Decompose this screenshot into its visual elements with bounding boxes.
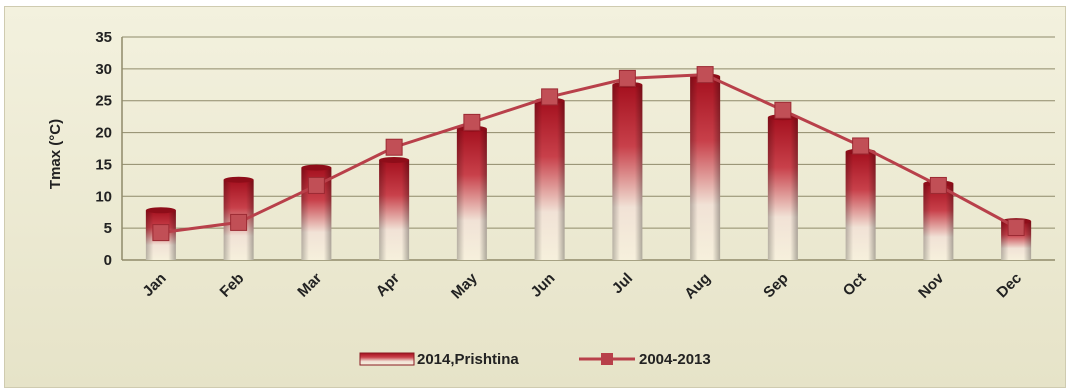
- x-tick-label: Jun: [528, 270, 559, 301]
- x-tick-label: Nov: [915, 269, 948, 302]
- bar-shade: [690, 76, 721, 260]
- y-axis-title: Tmax (°C): [47, 119, 64, 189]
- bar-shade: [845, 151, 876, 260]
- x-tick-labels: Jan Feb Mar Apr May Jun Jul Aug Sep Oct Nov Dec: [139, 269, 1025, 302]
- x-tick-label: Oct: [840, 270, 870, 300]
- bar-shade: [379, 159, 410, 260]
- chart-svg: 0 5 10 15 20 25 30 35 Jan Feb Mar Apr May Jun Jul Aug S…: [47, 29, 1055, 368]
- chart-frame: 0 5 10 15 20 25 30 35 Jan Feb Mar Apr May Jun Jul Aug S…: [4, 6, 1066, 388]
- x-tick-label: May: [448, 269, 481, 302]
- line-series: [152, 66, 1025, 242]
- bar-top: [301, 164, 332, 171]
- x-tick-label: Dec: [993, 270, 1024, 301]
- legend-label-bar: 2014,Prishtina: [417, 351, 519, 368]
- x-tick-label: Sep: [760, 270, 791, 301]
- line-point-jun: [541, 88, 559, 106]
- line-point-apr: [385, 138, 403, 156]
- x-tick-label: Mar: [294, 270, 325, 301]
- line-point-mar: [307, 176, 325, 194]
- y-tick-label: 20: [95, 125, 112, 142]
- legend-swatch-marker: [601, 353, 613, 365]
- line-point-aug: [696, 66, 714, 84]
- bar-sep: [767, 114, 798, 260]
- y-tick-label: 15: [95, 156, 112, 173]
- y-tick-label: 0: [104, 252, 112, 269]
- line-point-may: [463, 113, 481, 131]
- bar-shade: [612, 84, 643, 261]
- line-point-jan: [152, 224, 170, 242]
- x-tick-label: Jan: [139, 270, 169, 300]
- y-tick-label: 25: [95, 93, 112, 110]
- legend-item-bar: 2014,Prishtina: [359, 351, 519, 368]
- bar-may: [456, 125, 487, 260]
- bar-series: [145, 73, 1032, 261]
- y-tick-label: 35: [95, 29, 112, 46]
- y-tick-labels: 0 5 10 15 20 25 30 35: [95, 29, 112, 269]
- bar-aug: [690, 73, 721, 260]
- bar-mar: [301, 164, 332, 260]
- bar-shade: [767, 117, 798, 260]
- legend-label-line: 2004-2013: [639, 351, 711, 368]
- bar-jul: [612, 81, 643, 261]
- line-point-jul: [618, 69, 636, 87]
- line-point-nov: [929, 176, 947, 194]
- x-tick-label: Jul: [609, 270, 636, 297]
- line-point-sep: [774, 101, 792, 119]
- line-point-oct: [852, 137, 870, 155]
- bar-shade: [534, 100, 565, 260]
- line-point-feb: [230, 213, 248, 231]
- y-tick-label: 30: [95, 61, 112, 78]
- legend-item-line: 2004-2013: [579, 351, 711, 368]
- line-path: [160, 73, 1017, 235]
- bar-top: [379, 156, 410, 163]
- bar-top: [145, 207, 176, 214]
- legend-swatch-bar: [359, 352, 415, 366]
- y-tick-label: 5: [104, 220, 112, 237]
- x-tick-label: Apr: [373, 270, 403, 300]
- x-tick-label: Feb: [217, 270, 248, 301]
- bar-jun: [534, 97, 565, 260]
- line-point-dec: [1007, 219, 1025, 237]
- bar-oct: [845, 148, 876, 260]
- x-tick-label: Aug: [681, 270, 714, 303]
- bar-top: [223, 176, 254, 183]
- y-tick-label: 10: [95, 188, 112, 205]
- grid-layer: [121, 36, 1055, 261]
- bar-apr: [379, 156, 410, 260]
- bar-shade: [923, 183, 954, 260]
- legend: 2014,Prishtina 2004-2013: [359, 351, 711, 368]
- bar-shade: [456, 128, 487, 260]
